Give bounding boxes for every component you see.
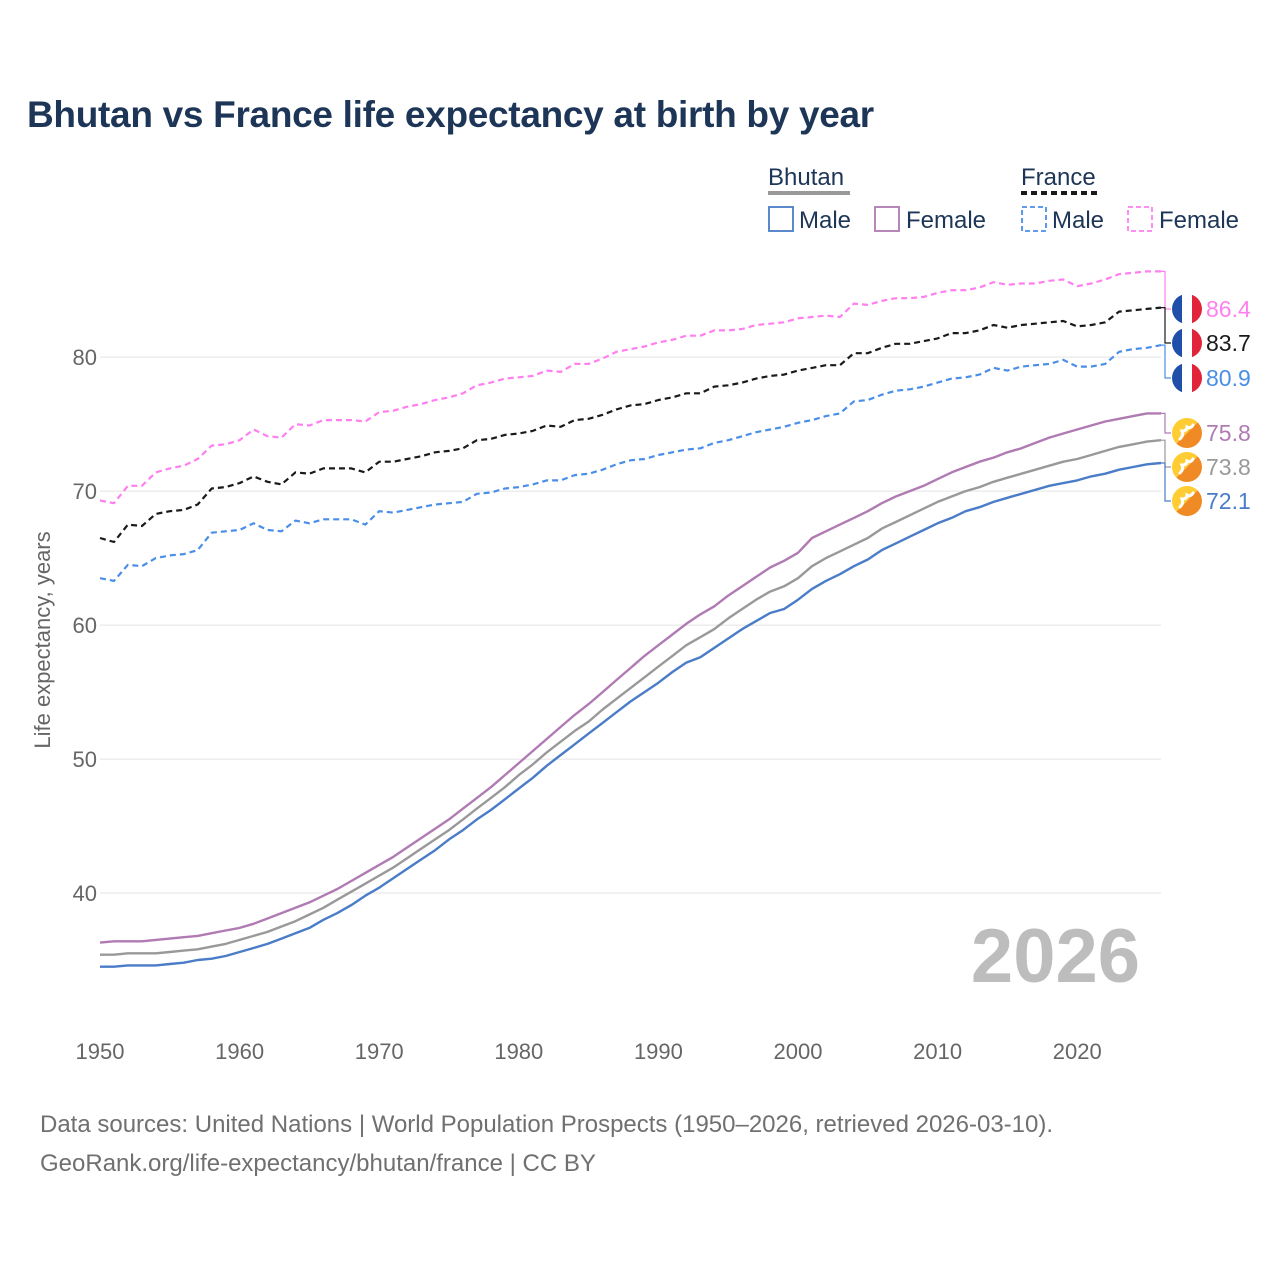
y-tick-label: 70 [73,479,97,504]
series-line-bhutan-total [100,439,1162,956]
series-line-bhutan-female [99,412,1161,944]
x-tick-label: 2000 [774,1039,823,1064]
x-tick-label: 1980 [494,1039,543,1064]
legend-item-france-male: Male [1052,207,1104,234]
legend-item-bhutan-female: Female [906,207,986,234]
y-tick-label: 80 [73,345,97,370]
series-line-france-male [99,344,1162,583]
x-tick-label: 2020 [1053,1039,1102,1064]
legend-group-bhutan: Bhutan [768,164,844,191]
france-flag-icon [1172,294,1202,324]
x-tick-label: 1960 [215,1039,264,1064]
end-connector [1161,439,1171,468]
legend-swatch [1021,206,1047,232]
end-connector [1161,412,1171,434]
legend-group-france: France [1021,164,1096,191]
end-value-france-female: 86.4 [1206,296,1251,322]
legend-item-bhutan-male: Male [799,207,851,234]
series-line-france-female [99,270,1161,505]
data-source-note: Data sources: United Nations | World Pop… [40,1105,1053,1183]
current-year-label: 2026 [971,914,1140,999]
source-line-2: GeoRank.org/life-expectancy/bhutan/franc… [40,1150,596,1177]
end-value-france-total: 83.7 [1206,330,1251,356]
end-value-france-male: 80.9 [1206,365,1251,391]
france-flag-icon [1172,328,1202,358]
bhutan-flag-icon [1172,452,1202,482]
x-tick-label: 1970 [355,1039,404,1064]
x-tick-label: 2010 [913,1039,962,1064]
end-value-bhutan-total: 73.8 [1206,454,1251,480]
france-flag-icon [1172,363,1202,393]
end-value-bhutan-male: 72.1 [1206,488,1251,514]
bhutan-flag-icon [1172,486,1202,516]
y-axis-title: Life expectancy, years [30,531,55,748]
end-connector [1161,307,1171,344]
series-line-bhutan-male [100,461,1162,968]
end-connector [1161,270,1171,310]
end-value-bhutan-female: 75.8 [1206,420,1251,446]
x-tick-label: 1990 [634,1039,683,1064]
bhutan-flag-icon [1172,418,1202,448]
x-tick-label: 1950 [76,1039,125,1064]
y-tick-label: 40 [73,881,97,906]
legend-swatch [874,206,900,232]
y-tick-label: 50 [73,747,97,772]
end-connector [1161,462,1171,502]
legend-swatch [768,206,794,232]
end-connector [1161,344,1171,379]
legend-item-france-female: Female [1159,207,1239,234]
y-tick-label: 60 [73,613,97,638]
series-line-france-total [99,306,1162,544]
source-line-1: Data sources: United Nations | World Pop… [40,1111,1054,1138]
legend-swatch [1127,206,1153,232]
chart-title: Bhutan vs France life expectancy at birt… [27,94,874,135]
